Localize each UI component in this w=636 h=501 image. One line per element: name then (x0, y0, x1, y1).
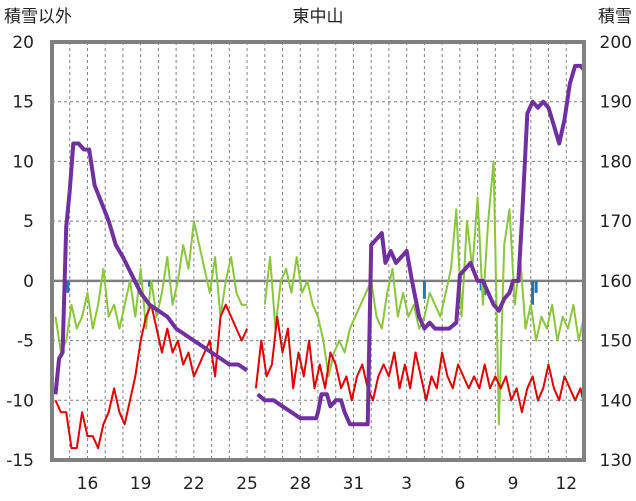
chart-title: 東中山 (293, 7, 344, 27)
x-tick-label: 31 (343, 474, 365, 494)
precip-bar (66, 280, 70, 293)
right-tick-label: 200 (600, 33, 632, 53)
left-tick-label: 5 (23, 212, 34, 232)
x-axis-ticks: 16 19 22 25 28 31 3 6 9 12 (77, 474, 577, 494)
precip-bar (148, 280, 152, 287)
x-tick-label: 19 (130, 474, 152, 494)
right-tick-label: 130 (600, 451, 632, 471)
right-tick-label: 180 (600, 152, 632, 172)
series-line-purple (53, 63, 584, 427)
left-tick-label: -15 (6, 451, 34, 471)
x-tick-label: 6 (454, 474, 465, 494)
x-tick-label: 12 (555, 474, 577, 494)
left-axis-label: 積雪以外 (4, 7, 72, 27)
left-axis-ticks: 20 15 10 5 0 -5 -10 -15 (6, 33, 34, 471)
precip-bar (534, 280, 538, 293)
series-layer (53, 63, 584, 450)
right-axis-ticks: 200 190 180 170 160 150 140 130 (600, 33, 632, 471)
x-tick-label: 16 (77, 474, 99, 494)
left-tick-label: 20 (12, 33, 34, 53)
x-tick-label: 25 (236, 474, 258, 494)
x-tick-label: 9 (508, 474, 519, 494)
x-tick-label: 3 (401, 474, 412, 494)
right-tick-label: 170 (600, 212, 632, 232)
left-tick-label: 15 (12, 93, 34, 113)
right-axis-label: 積雪 (598, 7, 632, 27)
x-tick-label: 28 (289, 474, 311, 494)
precip-bar (531, 280, 535, 305)
right-tick-label: 140 (600, 391, 632, 411)
x-tick-label: 22 (183, 474, 205, 494)
plot-frame (50, 40, 586, 462)
grid-lines (52, 41, 584, 461)
right-tick-label: 150 (600, 332, 632, 352)
precip-bar (422, 280, 426, 299)
left-tick-label: 10 (12, 152, 34, 172)
left-tick-label: 0 (23, 272, 34, 292)
right-tick-label: 160 (600, 272, 632, 292)
right-tick-label: 190 (600, 93, 632, 113)
left-tick-label: -10 (6, 391, 34, 411)
left-tick-label: -5 (17, 332, 34, 352)
